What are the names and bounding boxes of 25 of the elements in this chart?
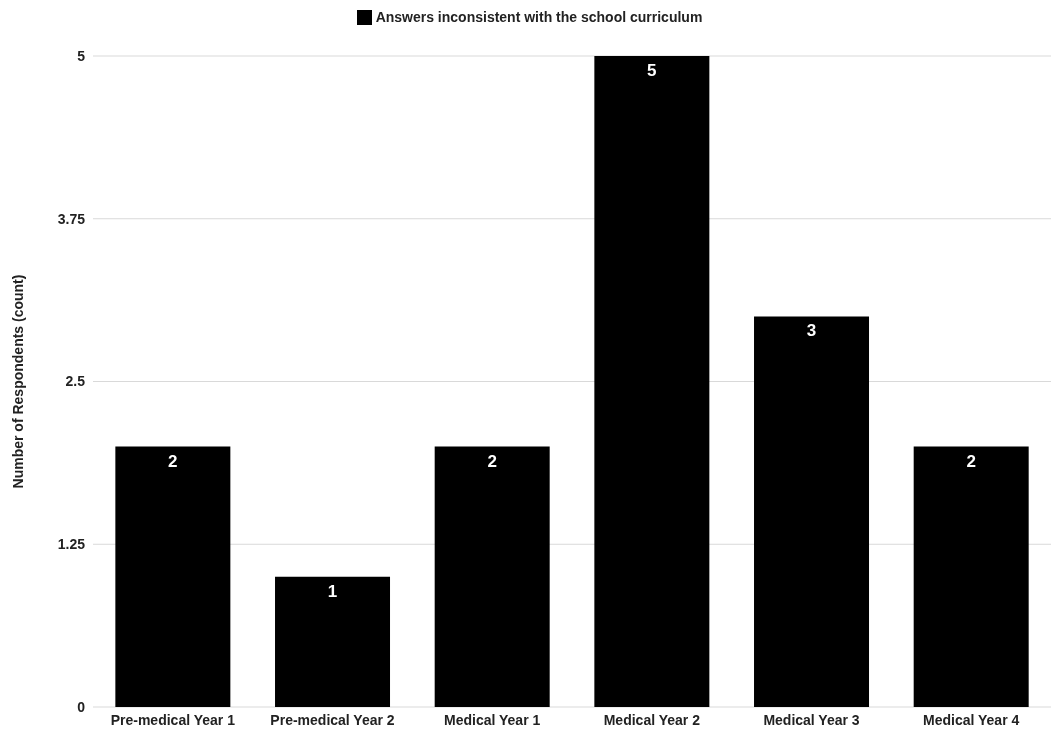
bar bbox=[913, 446, 1029, 707]
legend-label: Answers inconsistent with the school curriculum bbox=[375, 9, 703, 25]
bar bbox=[115, 446, 231, 707]
data-label: 5 bbox=[647, 61, 657, 81]
bar bbox=[434, 446, 550, 707]
data-label: 2 bbox=[966, 451, 976, 471]
y-tick-label: 1.25 bbox=[57, 536, 86, 553]
x-tick-label: Medical Year 2 bbox=[603, 711, 701, 728]
x-tick-label: Medical Year 1 bbox=[444, 711, 541, 728]
y-axis-title: Number of Respondents (count) bbox=[9, 274, 26, 489]
x-tick-label: Pre-medical Year 1 bbox=[110, 711, 236, 728]
y-tick-label: 5 bbox=[77, 47, 86, 64]
data-label: 2 bbox=[168, 451, 178, 471]
data-label: 3 bbox=[806, 321, 817, 341]
x-tick-label: Medical Year 3 bbox=[763, 711, 860, 728]
bar bbox=[754, 316, 870, 707]
x-tick-label: Pre-medical Year 2 bbox=[270, 711, 395, 728]
bar bbox=[275, 576, 391, 707]
y-tick-label: 3.75 bbox=[57, 210, 86, 227]
data-label: 2 bbox=[487, 451, 497, 471]
y-tick-label: 2.5 bbox=[65, 373, 86, 390]
x-tick-label: Medical Year 4 bbox=[923, 711, 1020, 728]
y-tick-label: 0 bbox=[77, 698, 86, 715]
data-label: 1 bbox=[327, 581, 338, 601]
bar bbox=[594, 56, 710, 707]
